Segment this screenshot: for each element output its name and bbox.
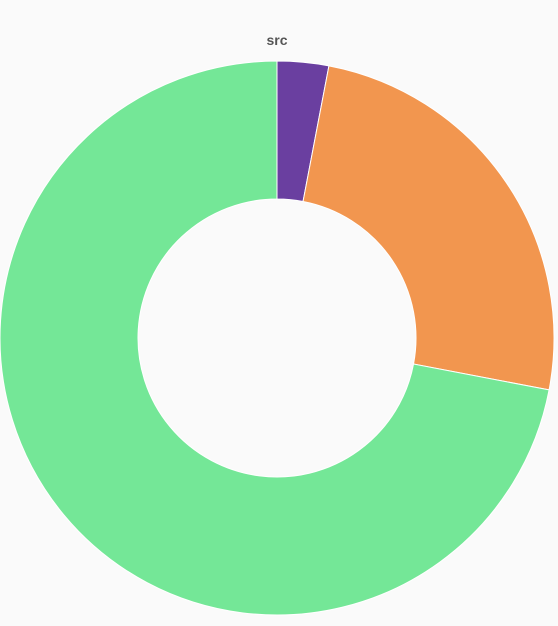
donut-slice-2[interactable]: [302, 65, 555, 391]
donut-slices: [0, 60, 555, 616]
donut-slice-3[interactable]: [0, 60, 550, 616]
chart-title: src: [266, 32, 287, 48]
